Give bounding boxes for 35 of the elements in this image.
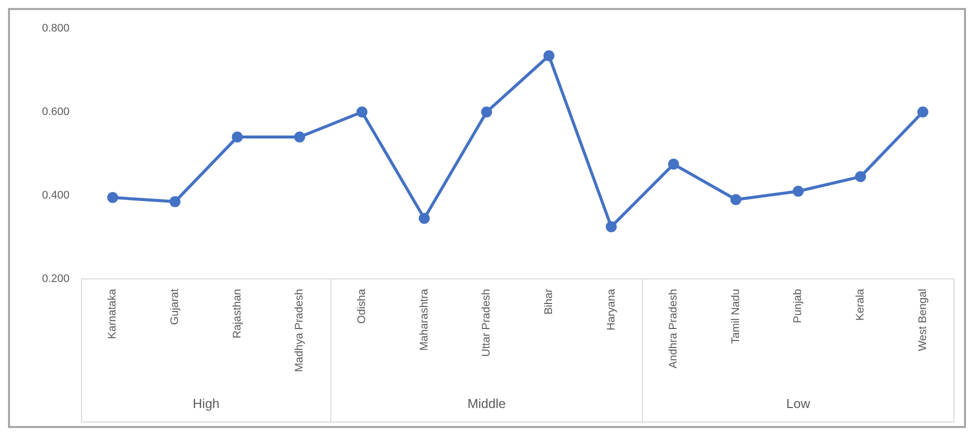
point — [481, 106, 492, 118]
x-tick-label: Rajasthan — [231, 288, 244, 338]
point — [170, 196, 181, 208]
x-tick-label: Bihar — [542, 288, 555, 315]
x-tick-label: Kerala — [854, 288, 867, 321]
point — [730, 194, 742, 206]
x-tick-label: Odisha — [356, 288, 368, 324]
point — [418, 212, 430, 224]
x-tick-label: Karnataka — [106, 288, 119, 339]
y-tick-label: 0.200 — [42, 272, 70, 285]
y-tick-label: 0.600 — [42, 106, 70, 118]
x-tick-label: Uttar Pradesh — [480, 288, 493, 357]
x-tick-label: Andhra Pradesh — [668, 288, 680, 368]
x-tick-label: Haryana — [605, 288, 618, 330]
text: Middle — [467, 396, 506, 411]
point — [294, 132, 306, 143]
point — [356, 106, 368, 118]
x-tick-label: Gujarat — [169, 288, 182, 325]
point — [917, 106, 928, 118]
x-tick-label: Madhya Pradesh — [294, 288, 306, 372]
point — [855, 171, 866, 182]
x-tick-label: Maharashtra — [418, 288, 430, 351]
x-tick-label: Tamil Nadu — [730, 288, 742, 344]
x-tick-label: West Bengal — [916, 288, 929, 352]
text: Low — [786, 396, 811, 411]
text: High — [192, 396, 220, 411]
point — [668, 158, 680, 170]
point — [107, 192, 118, 204]
point — [792, 186, 804, 197]
point — [606, 221, 617, 232]
y-tick-label: 0.800 — [42, 22, 70, 35]
x-tick-label: Punjab — [792, 288, 804, 324]
point — [543, 50, 554, 62]
y-tick-label: 0.400 — [42, 189, 70, 202]
point — [232, 132, 243, 143]
